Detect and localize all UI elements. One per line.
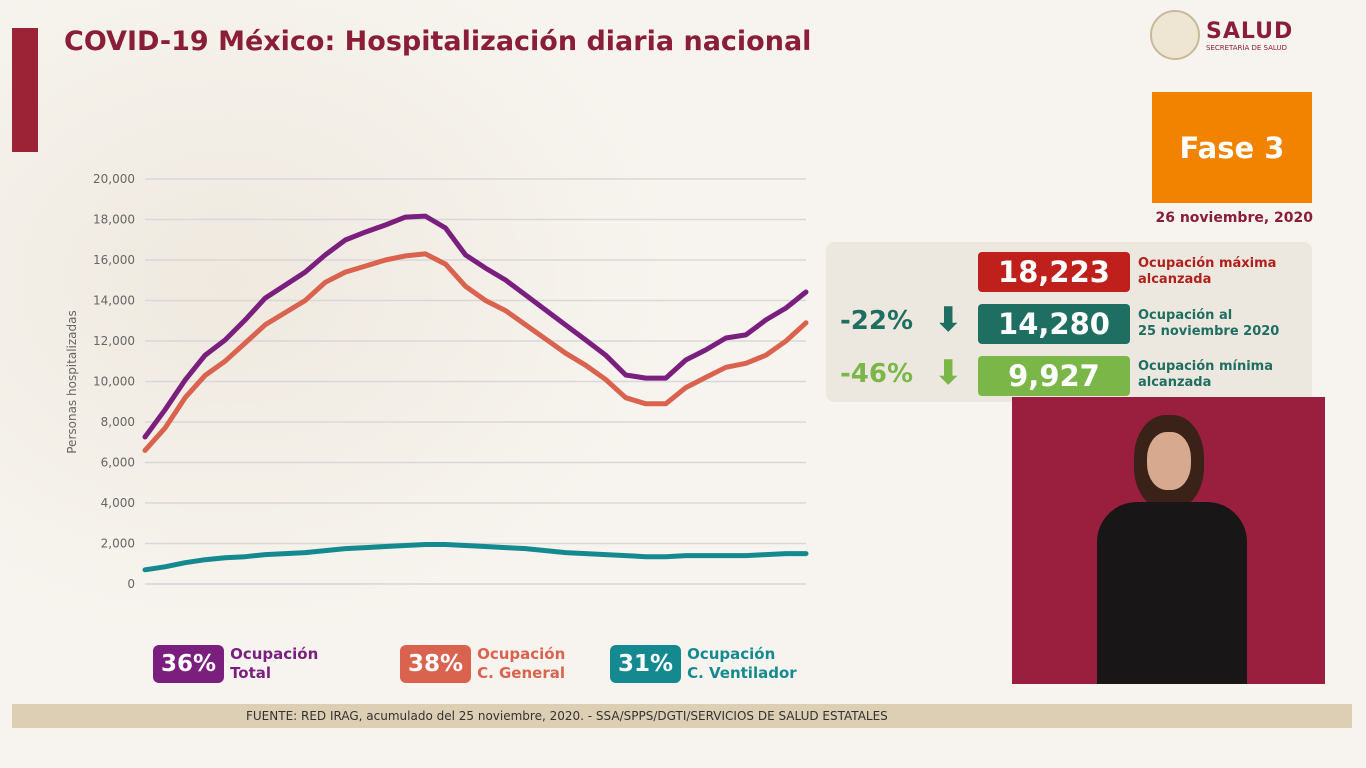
stats-panel: 18,223 Ocupación máxima alcanzada -22% ⬇ … — [826, 242, 1312, 402]
logo-name: SALUD — [1206, 18, 1294, 44]
series-line-ventilador — [142, 542, 809, 573]
max-occupancy-label: Ocupación máxima alcanzada — [1138, 256, 1277, 287]
legend-general-label: Ocupación C. General — [477, 645, 566, 682]
title-accent-bar — [12, 28, 38, 152]
legend-total-label: Ocupación Total — [230, 645, 319, 682]
series-line-general — [142, 251, 809, 453]
y-tick-label: 6,000 — [101, 456, 135, 470]
y-tick-label: 8,000 — [101, 415, 135, 429]
source-text: FUENTE: RED IRAG, acumulado del 25 novie… — [246, 709, 888, 723]
y-tick-label: 4,000 — [101, 496, 135, 510]
sign-language-interpreter-video — [1012, 397, 1325, 684]
min-change: -46% — [840, 359, 914, 389]
logo-subtitle: SECRETARÍA DE SALUD — [1206, 43, 1287, 52]
arrow-down-icon: ⬇ — [934, 300, 963, 340]
source-footer: FUENTE: RED IRAG, acumulado del 25 novie… — [12, 704, 1352, 728]
y-tick-label: 2,000 — [101, 537, 135, 551]
interpreter-face — [1147, 432, 1191, 490]
current-occupancy-value: 14,280 — [978, 304, 1130, 344]
legend-general-pct: 38% — [400, 645, 472, 683]
y-tick-label: 20,000 — [93, 172, 135, 186]
phase-badge: Fase 3 — [1152, 92, 1312, 203]
y-axis-label: Personas hospitalizadas — [65, 310, 79, 454]
y-tick-label: 12,000 — [93, 334, 135, 348]
report-date: 26 noviembre, 2020 — [1155, 210, 1313, 226]
legend-ventilador-label: Ocupación C. Ventilador — [687, 645, 797, 682]
y-tick-label: 16,000 — [93, 253, 135, 267]
legend-total: 36% Ocupación Total — [153, 645, 318, 683]
y-tick-label: 10,000 — [93, 375, 135, 389]
current-occupancy-label: Ocupación al 25 noviembre 2020 — [1138, 308, 1280, 339]
y-tick-label: 0 — [127, 577, 135, 591]
legend-ventilador: 31% Ocupación C. Ventilador — [610, 645, 797, 683]
legend-total-pct: 36% — [153, 645, 225, 683]
seal-icon — [1150, 10, 1200, 60]
y-tick-label: 18,000 — [93, 213, 135, 227]
hospitalization-chart: 0 2,000 4,000 6,000 8,000 10,000 12,000 14,000 1… — [65, 172, 809, 591]
page-title: COVID-19 México: Hospitalización diaria … — [64, 26, 812, 57]
min-occupancy-value: 9,927 — [978, 356, 1130, 396]
min-occupancy-label: Ocupación mínima alcanzada — [1138, 359, 1273, 390]
current-change: -22% — [840, 306, 914, 336]
salud-logo: SALUD SECRETARÍA DE SALUD — [1150, 10, 1293, 60]
y-tick-label: 14,000 — [93, 294, 135, 308]
series-line-total — [142, 213, 809, 440]
legend-ventilador-pct: 31% — [610, 645, 682, 683]
legend-general: 38% Ocupación C. General — [400, 645, 565, 683]
interpreter-body — [1097, 502, 1247, 684]
arrow-down-icon: ⬇ — [934, 353, 963, 393]
max-occupancy-value: 18,223 — [978, 252, 1130, 292]
